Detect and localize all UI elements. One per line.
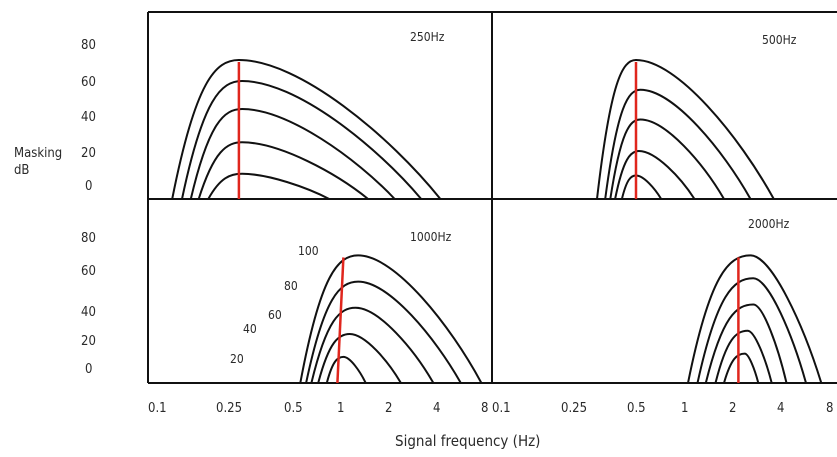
- masking-curve: [714, 329, 773, 384]
- masking-curve: [723, 352, 760, 384]
- panel-curves-1000hz: [299, 254, 483, 384]
- masking-curve: [317, 332, 402, 384]
- panel-curves-250hz: [171, 58, 442, 200]
- y-axis-label-line1: Masking: [14, 146, 63, 161]
- y-tick-label: 0: [85, 179, 93, 194]
- x-tick-label: 0.25: [561, 401, 588, 416]
- masking-curve: [189, 107, 396, 200]
- x-tick-label: 0.5: [284, 401, 303, 416]
- y-tick-label: 80: [81, 231, 96, 246]
- x-tick-label: 0.1: [492, 401, 511, 416]
- x-tick-label: 8: [826, 401, 834, 416]
- masking-curve: [181, 79, 422, 200]
- y-tick-label: 60: [81, 75, 96, 90]
- masking-curve: [305, 280, 462, 384]
- x-tick-label: 0.1: [148, 401, 167, 416]
- curve-layer: [171, 58, 823, 384]
- curve-label-80: 80: [284, 279, 298, 293]
- x-tick-label: 1: [681, 401, 689, 416]
- panel-title-500hz: 500Hz: [762, 33, 797, 47]
- panel-title-250hz: 250Hz: [410, 30, 445, 44]
- y-tick-label: 60: [81, 264, 96, 279]
- y-axis-label-line2: dB: [14, 163, 30, 178]
- x-tick-label: 1: [337, 401, 345, 416]
- panel-curves-500hz: [596, 58, 775, 200]
- masking-curve: [325, 355, 367, 384]
- x-tick-label: 8: [481, 401, 489, 416]
- x-tick-label: 0.5: [627, 401, 646, 416]
- masking-curve: [197, 141, 369, 200]
- y-tick-label: 40: [81, 110, 96, 125]
- y-tick-label: 20: [81, 146, 96, 161]
- y-axis-label: Masking dB: [14, 146, 62, 178]
- masking-curve: [614, 149, 696, 200]
- x-tick-label: 0.25: [216, 401, 243, 416]
- masking-curve: [596, 58, 775, 200]
- masking-curve: [299, 254, 483, 384]
- curve-label-40: 40: [243, 322, 257, 336]
- y-tick-label: 20: [81, 334, 96, 349]
- x-axis-label: Signal frequency (Hz): [395, 432, 541, 450]
- masker-frequency-marker: [336, 257, 345, 384]
- panel-title-2000hz: 2000Hz: [748, 217, 790, 231]
- x-tick-label: 4: [777, 401, 785, 416]
- masking-curve: [609, 118, 725, 200]
- x-tick-label: 2: [385, 401, 393, 416]
- masking-curve: [704, 303, 788, 384]
- panel-curves-2000hz: [687, 254, 823, 384]
- x-tick-label: 4: [433, 401, 441, 416]
- masking-curve: [687, 254, 823, 384]
- curve-label-60: 60: [268, 308, 282, 322]
- y-tick-label: 40: [81, 305, 96, 320]
- masking-curve: [696, 277, 807, 384]
- curve-label-20: 20: [230, 352, 244, 366]
- masking-curve: [171, 58, 442, 200]
- masking-curve: [620, 174, 663, 200]
- masking-curve: [310, 306, 435, 384]
- panel-frames: [147, 11, 837, 384]
- panel-title-1000hz: 1000Hz: [410, 230, 452, 244]
- masking-curve: [604, 88, 752, 200]
- x-tick-label: 2: [729, 401, 737, 416]
- y-tick-label: 0: [85, 362, 93, 377]
- curve-label-100: 100: [298, 244, 319, 258]
- y-tick-label: 80: [81, 38, 96, 53]
- masking-curve: [207, 172, 330, 200]
